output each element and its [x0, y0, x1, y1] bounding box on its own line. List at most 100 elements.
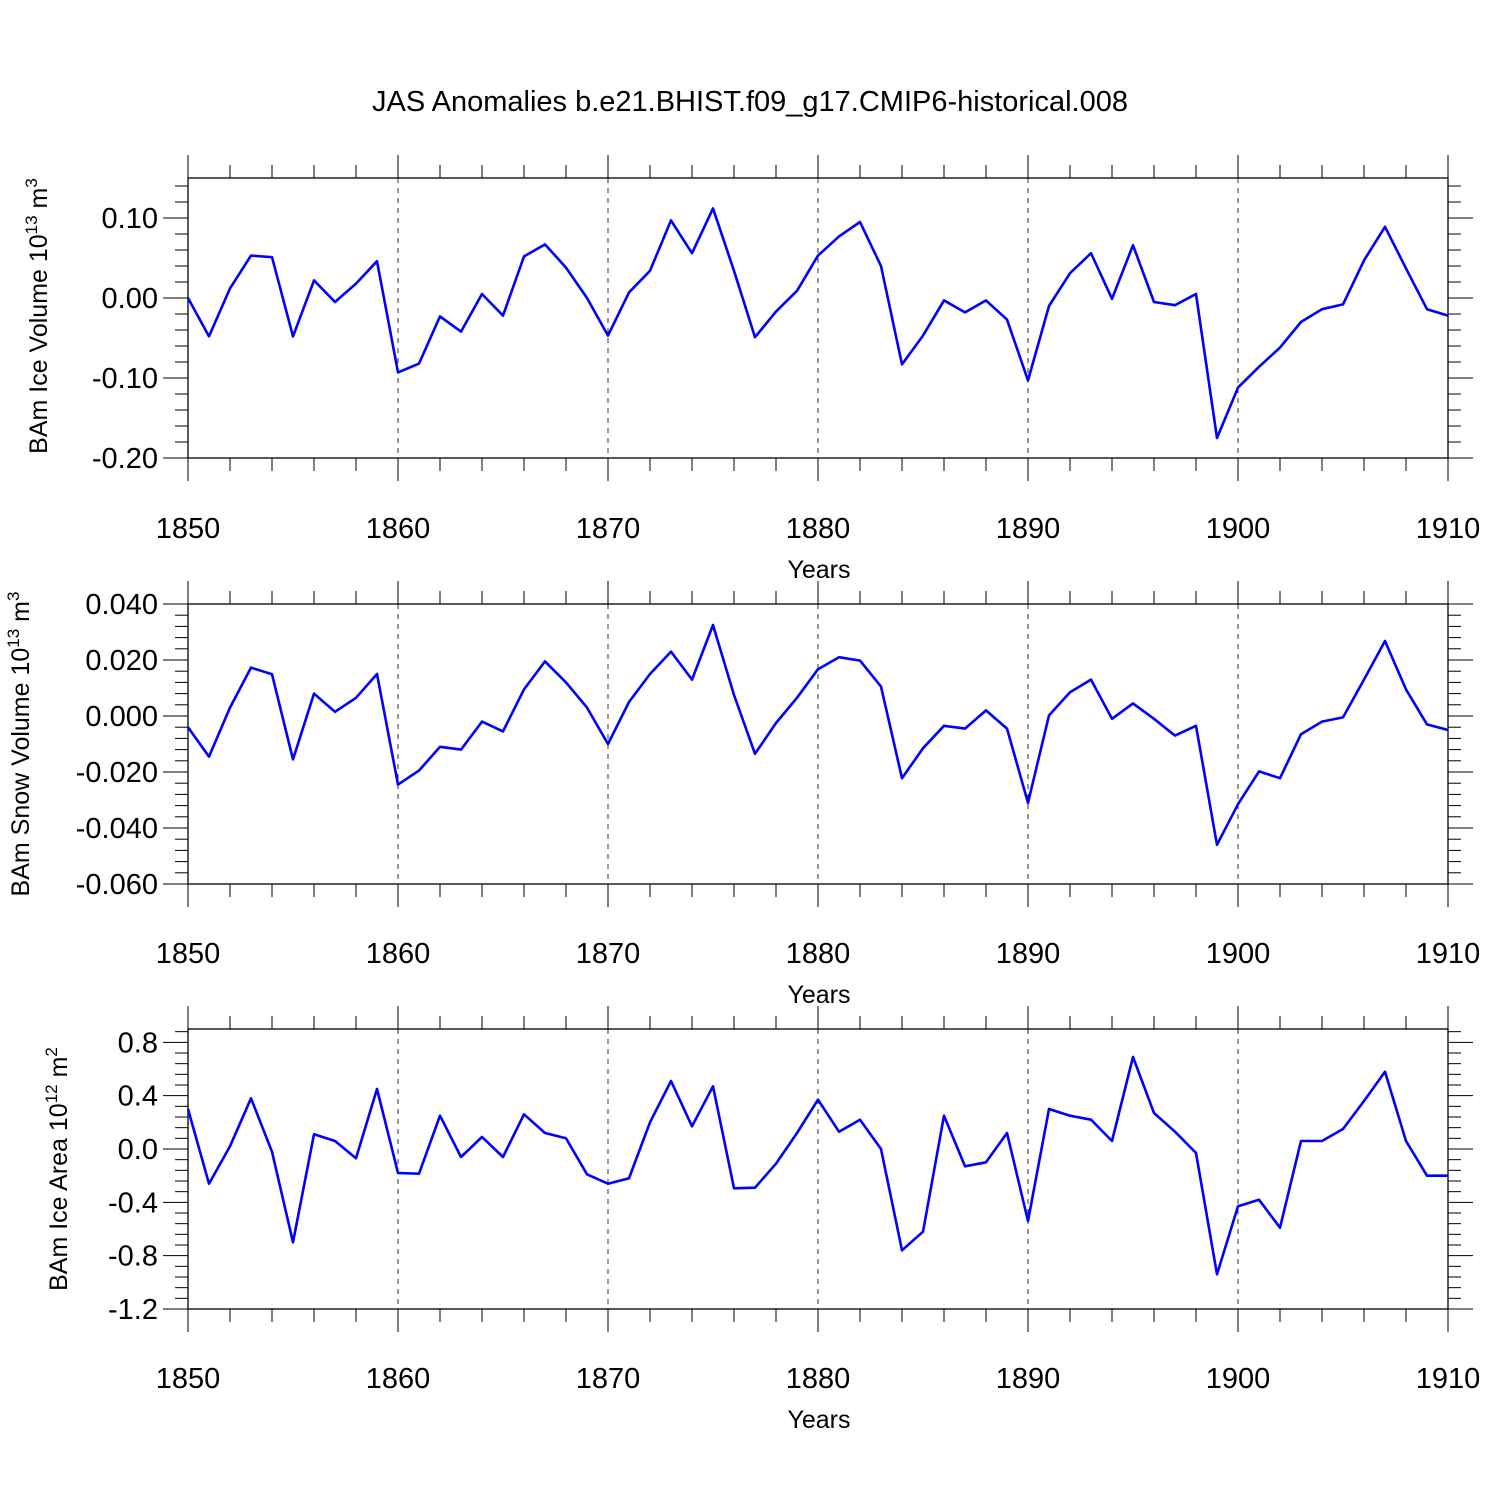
- data-point: [1278, 346, 1282, 350]
- data-point: [438, 314, 442, 318]
- data-point: [1299, 320, 1303, 324]
- data-point: [501, 1155, 505, 1159]
- data-point: [900, 776, 904, 780]
- data-point: [186, 725, 190, 729]
- data-point: [480, 292, 484, 296]
- y-tick-label: -0.040: [76, 813, 158, 845]
- y-tick-label: 0.00: [102, 283, 158, 315]
- data-point: [879, 1147, 883, 1151]
- chart-panel-2: -0.060 -0.040 -0.020 0.000 0.020 0.040 1850 186…: [4, 581, 1480, 1009]
- data-point: [1089, 678, 1093, 682]
- data-point: [648, 1120, 652, 1124]
- data-point: [732, 693, 736, 697]
- data-point: [1152, 1111, 1156, 1115]
- data-point: [837, 1130, 841, 1134]
- data-point: [585, 1172, 589, 1176]
- y-tick-label: 0.020: [85, 645, 158, 677]
- data-point: [1236, 1204, 1240, 1208]
- x-tick-label: 1850: [156, 938, 221, 970]
- data-point: [1404, 266, 1408, 270]
- data-point: [816, 1098, 820, 1102]
- data-point: [732, 269, 736, 273]
- data-point: [1278, 1226, 1282, 1230]
- data-point: [522, 1112, 526, 1116]
- x-tick-label: 1850: [156, 1363, 221, 1395]
- data-point: [690, 1124, 694, 1128]
- data-point: [186, 1107, 190, 1111]
- data-point: [921, 746, 925, 750]
- x-tick-label: 1900: [1206, 513, 1271, 545]
- data-point: [1320, 307, 1324, 311]
- data-point: [1068, 1114, 1072, 1118]
- data-point: [711, 1084, 715, 1088]
- x-tick-label: 1870: [576, 1363, 641, 1395]
- data-point: [1173, 303, 1177, 307]
- data-point: [1320, 720, 1324, 724]
- data-point: [648, 672, 652, 676]
- y-tick-label: 0.8: [118, 1027, 158, 1059]
- x-tick-label: 1850: [156, 513, 221, 545]
- data-point: [1362, 258, 1366, 262]
- data-point: [711, 206, 715, 210]
- data-point: [1194, 292, 1198, 296]
- x-tick-label: 1890: [996, 938, 1061, 970]
- data-point: [858, 1118, 862, 1122]
- data-point: [1089, 251, 1093, 255]
- data-point: [543, 242, 547, 246]
- data-point: [333, 1139, 337, 1143]
- data-point: [291, 334, 295, 338]
- y-tick-label: 0.4: [118, 1081, 158, 1113]
- data-point: [837, 655, 841, 659]
- data-point: [270, 672, 274, 676]
- data-series-line: [186, 207, 1449, 440]
- data-point: [1425, 1174, 1429, 1178]
- data-point: [1131, 1055, 1135, 1059]
- y-tick-label: -0.4: [108, 1187, 158, 1219]
- data-point: [1152, 717, 1156, 721]
- data-point: [522, 687, 526, 691]
- data-point: [291, 757, 295, 761]
- chart-panel-3: -1.2 -0.8 -0.4 0.0 0.4 0.8 1850 1860 1870 1880 189…: [42, 1006, 1480, 1434]
- data-point: [648, 269, 652, 273]
- data-point: [1194, 1151, 1198, 1155]
- data-point: [354, 282, 358, 286]
- data-point: [1047, 304, 1051, 308]
- x-tick-label: 1900: [1206, 1363, 1271, 1395]
- data-point: [627, 290, 631, 294]
- y-tick-label: -0.20: [92, 443, 158, 475]
- data-point: [753, 752, 757, 756]
- data-point: [291, 1240, 295, 1244]
- data-point: [543, 1131, 547, 1135]
- x-tick-label: 1880: [786, 513, 851, 545]
- data-point: [606, 334, 610, 338]
- data-point: [417, 1172, 421, 1176]
- data-point: [837, 234, 841, 238]
- data-point: [921, 1230, 925, 1234]
- data-point: [795, 696, 799, 700]
- x-tick-label: 1900: [1206, 938, 1271, 970]
- data-point: [186, 296, 190, 300]
- data-point: [1047, 713, 1051, 717]
- data-point: [984, 708, 988, 712]
- data-point: [942, 724, 946, 728]
- data-point: [1005, 727, 1009, 731]
- data-point: [1236, 386, 1240, 390]
- data-point: [1026, 801, 1030, 805]
- y-tick-label: 0.10: [102, 203, 158, 235]
- data-point: [963, 1164, 967, 1168]
- x-tick-label: 1880: [786, 1363, 851, 1395]
- data-point: [585, 296, 589, 300]
- y-tick-label: 0.000: [85, 701, 158, 733]
- data-point: [606, 742, 610, 746]
- data-point: [1383, 639, 1387, 643]
- data-point: [249, 1096, 253, 1100]
- data-series-line: [186, 623, 1449, 847]
- data-point: [522, 254, 526, 258]
- data-point: [333, 710, 337, 714]
- data-point: [396, 370, 400, 374]
- x-tick-label: 1890: [996, 513, 1061, 545]
- data-point: [375, 259, 379, 263]
- data-point: [1362, 1099, 1366, 1103]
- data-point: [942, 298, 946, 302]
